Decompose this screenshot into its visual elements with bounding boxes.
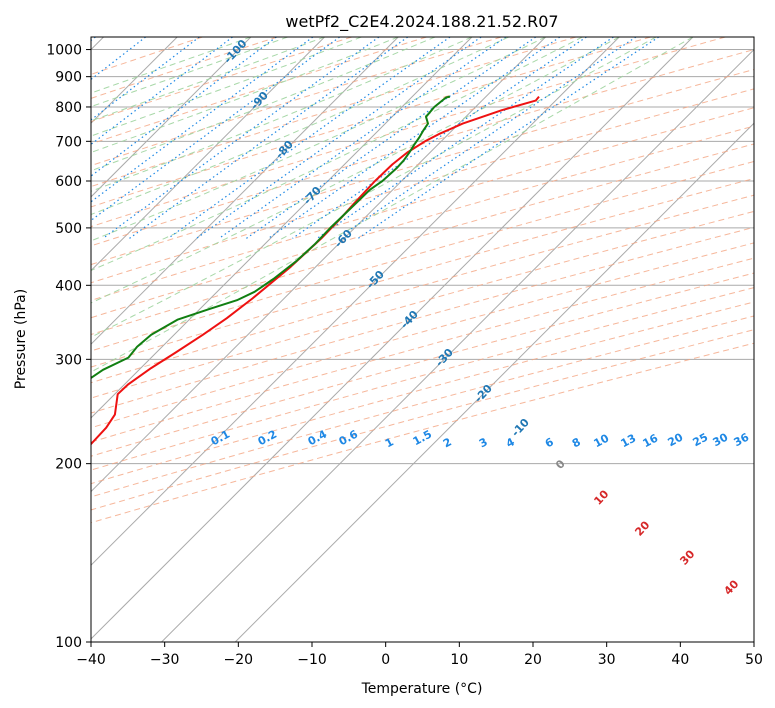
dry-adiabat	[91, 37, 278, 99]
y-tick-label: 900	[55, 70, 82, 86]
plot-area	[91, 37, 754, 642]
mixing-ratio-label-10: 10	[592, 431, 612, 450]
y-tick-label: 700	[55, 134, 82, 150]
dry-adiabat	[91, 242, 754, 429]
mixing-ratio-line	[129, 37, 409, 239]
y-tick-label: 1000	[46, 43, 82, 59]
y-tick-label: 200	[55, 457, 82, 473]
x-tick-label: 20	[524, 652, 542, 668]
skewed-isotherm	[161, 48, 754, 642]
moist-adiabats	[91, 37, 694, 373]
mixing-ratio-label-30: 30	[711, 430, 731, 449]
dewpoint-profile-line	[91, 95, 451, 380]
temperature-profile-line	[91, 95, 540, 446]
moist-adiabat	[91, 37, 399, 154]
chart-title: wetPf2_C2E4.2024.188.21.52.R07	[285, 12, 558, 32]
skewed-isotherms	[91, 37, 754, 642]
mixing-ratio-line	[91, 37, 340, 222]
skewed-isotherm	[91, 37, 252, 198]
sounding-profiles	[91, 95, 540, 446]
dry-adiabat	[91, 342, 754, 524]
y-tick-label: 100	[55, 635, 82, 651]
skewed-isotherm	[91, 37, 620, 566]
dry-adiabat	[91, 226, 754, 414]
x-tick-label: 40	[671, 652, 689, 668]
mixing-ratio-label-25: 25	[691, 431, 711, 450]
moist-adiabat	[91, 37, 509, 216]
dry-adiabat	[91, 125, 754, 319]
y-axis-label: Pressure (hPa)	[13, 289, 29, 389]
dry-adiabat	[91, 37, 502, 167]
mixing-ratio-lines	[91, 37, 660, 239]
mixing-ratio-line	[292, 37, 587, 239]
dry-adiabat	[91, 37, 651, 208]
y-tick-label: 800	[55, 100, 82, 116]
skewed-isotherm	[91, 37, 546, 493]
x-tick-label: −20	[224, 652, 254, 668]
moist-adiabat	[91, 37, 546, 242]
skewed-isotherm	[91, 37, 325, 272]
y-tick-label: 600	[55, 174, 82, 190]
moist-adiabat	[91, 37, 436, 172]
x-tick-label: 50	[745, 652, 763, 668]
x-tick-label: 10	[450, 652, 468, 668]
moist-adiabat	[91, 37, 583, 272]
dry-adiabat	[91, 301, 754, 485]
x-tick-label: −40	[76, 652, 106, 668]
moist-adiabat	[91, 37, 288, 108]
x-axis-label: Temperature (°C)	[361, 681, 483, 697]
moist-adiabat	[91, 37, 473, 192]
x-tick-label: 0	[381, 652, 390, 668]
grid-lines	[91, 49, 754, 642]
mixing-ratio-line	[218, 37, 507, 239]
mixing-ratio-line	[357, 37, 660, 239]
mixing-ratio-label-16: 16	[641, 431, 661, 450]
skewed-isotherm	[91, 37, 473, 419]
y-tick-label: 500	[55, 221, 82, 237]
dry-adiabat	[91, 143, 754, 336]
mixing-ratio-line	[102, 37, 380, 239]
mixing-ratio-line	[91, 37, 233, 146]
dry-adiabat	[91, 272, 754, 457]
plot-frame	[90, 36, 755, 643]
mixing-ratio-label-20: 20	[666, 430, 686, 449]
dry-adiabat	[91, 88, 754, 284]
mixing-ratio-line	[167, 37, 451, 239]
moist-adiabat	[91, 37, 325, 122]
x-tick-label: −10	[297, 652, 327, 668]
y-axis-ticks: 100 200 300 400 500 600 700 800 900 1000	[46, 43, 91, 651]
mixing-ratio-label-13: 13	[619, 432, 639, 451]
y-tick-label: 400	[55, 278, 82, 294]
mixing-ratio-line	[268, 37, 561, 239]
moist-adiabat	[91, 37, 657, 338]
x-tick-label: 30	[598, 652, 616, 668]
skewed-isotherm	[234, 122, 754, 642]
dry-adiabats	[91, 37, 754, 524]
dry-adiabat	[91, 107, 754, 301]
dry-adiabat	[91, 68, 754, 266]
moist-adiabat	[91, 37, 620, 304]
dry-adiabat	[91, 37, 726, 228]
mixing-ratio-line	[91, 37, 314, 203]
dry-adiabat	[91, 315, 754, 498]
skewed-isotherm	[91, 37, 694, 640]
skewed-isotherm	[91, 37, 399, 345]
mixing-ratio-label-36: 36	[732, 430, 752, 449]
y-tick-label: 300	[55, 352, 82, 368]
x-tick-label: −30	[150, 652, 180, 668]
x-axis-ticks: −40 −30 −20 −10 0 10 20 30 40 50	[76, 642, 763, 668]
mixing-ratio-line	[91, 37, 277, 177]
